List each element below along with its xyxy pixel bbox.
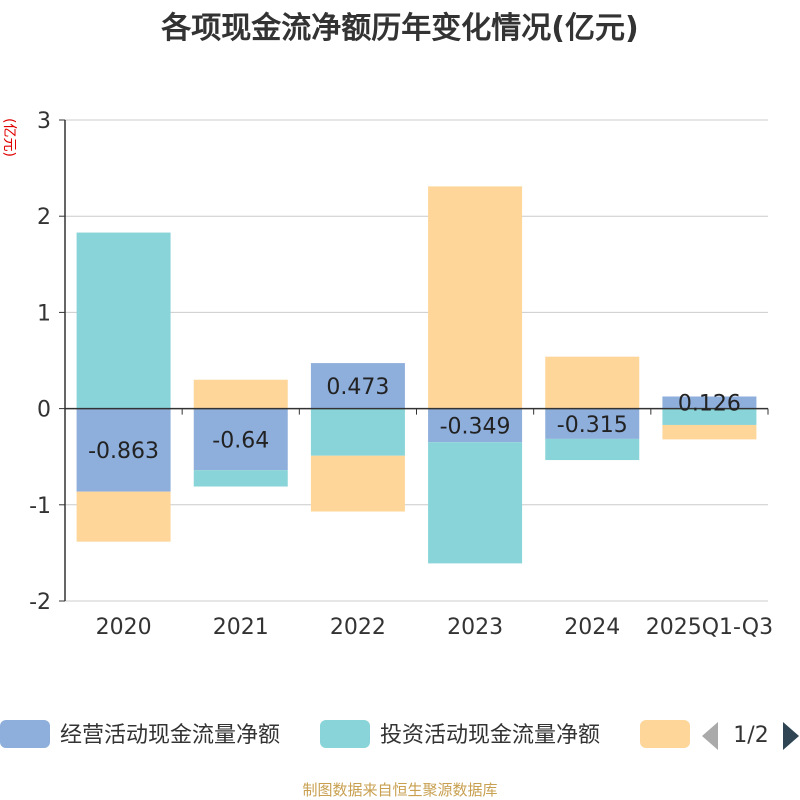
bar-series-0-2020 [76,408,171,492]
legend-swatch-0[interactable] [0,720,50,748]
bar-series-2-2024 [545,356,640,409]
y-tick-label: 1 [37,301,51,326]
x-tick-label: 2025Q1-Q3 [646,615,773,640]
data-label: -0.64 [212,428,269,453]
data-label: -0.863 [88,439,159,464]
legend-swatch-1[interactable] [320,720,370,748]
source-note: 制图数据来自恒生聚源数据库 [302,781,497,799]
y-tick-label: -2 [29,590,51,615]
bar-series-2-2022 [310,455,405,512]
y-tick-label: 0 [37,398,51,423]
y-tick-label: -1 [29,494,51,519]
bar-series-2-2023 [428,186,523,409]
bar-series-1-2021 [193,470,288,487]
x-tick-label: 2022 [330,615,386,640]
y-axis-unit-label: (亿元) [1,118,17,157]
axes: 3 2 1 0 -1 -2 2020 2021 2022 2023 2024 2025Q1-Q3 [29,109,773,640]
data-labels: -0.863 -0.64 0.473 -0.349 -0.315 0.126 [88,375,741,464]
bar-series-2-2020 [76,491,171,542]
legend-label-0[interactable]: 经营活动现金流量净额 [60,723,280,748]
data-label: 0.126 [678,392,741,417]
bar-series-1-2023 [428,442,523,564]
data-label: 0.473 [326,375,389,400]
bar-series-0-2021 [193,408,288,471]
bar-series-0-2022 [310,363,405,409]
bar-series-2-2021 [193,379,288,409]
x-tick-label: 2023 [447,615,503,640]
x-tick-label: 2024 [564,615,620,640]
chart-title: 各项现金流净额历年变化情况(亿元) [160,11,638,46]
x-tick-label: 2021 [213,615,269,640]
legend-page-indicator: 1/2 [733,723,768,748]
data-label: -0.349 [440,414,511,439]
legend: 经营活动现金流量净额 投资活动现金流量净额 1/2 [0,720,799,750]
bar-series-0-2023 [428,408,523,443]
data-label: -0.315 [557,413,628,438]
gridlines [65,119,768,602]
bar-series-1-2022 [310,408,405,456]
bar-series-0-2025Q1-Q3 [662,396,757,409]
y-tick-label: 2 [37,205,51,230]
bar-series-0-2024 [545,408,640,439]
bar-series-2-2025Q1-Q3 [662,424,757,440]
bar-series-1-2024 [545,438,640,461]
bars [76,186,757,564]
x-tick-label: 2020 [96,615,152,640]
legend-next-page-icon[interactable] [783,722,799,750]
bar-series-1-2020 [76,232,171,409]
bar-series-1-2025Q1-Q3 [662,408,757,425]
legend-prev-page-icon[interactable] [702,722,718,750]
y-tick-label: 3 [37,109,51,134]
legend-swatch-2[interactable] [640,720,690,748]
legend-label-1[interactable]: 投资活动现金流量净额 [380,723,600,748]
